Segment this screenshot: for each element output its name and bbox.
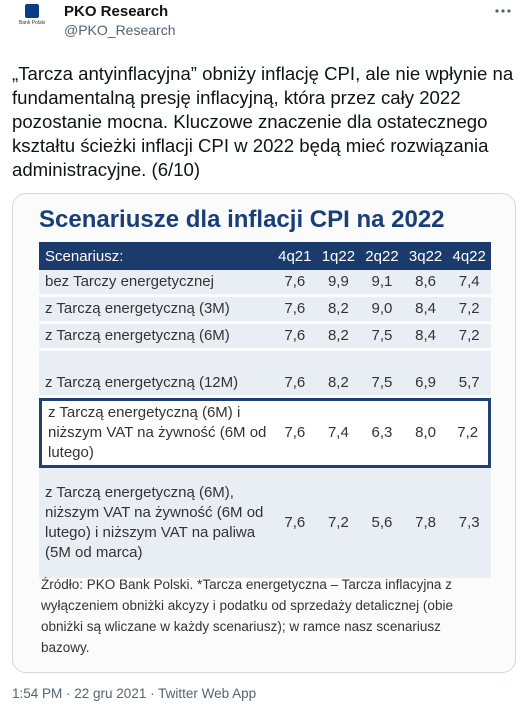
table-row: z Tarczą energetyczną (6M) 7,6 8,2 7,5 8,4 7,… — [39, 324, 491, 351]
value-cell: 6,9 — [403, 351, 448, 398]
header-cell: 4q22 — [447, 242, 491, 270]
scenario-label: bez Tarczy energetycznej — [39, 270, 273, 297]
source-note: Źródło: PKO Bank Polski. *Tarcza energet… — [41, 577, 453, 655]
scenario-label: z Tarczą energetyczną (6M) i niższym VAT… — [39, 398, 273, 468]
value-cell: 7,3 — [447, 468, 491, 581]
table-row: z Tarczą energetyczną (6M), niższym VAT … — [39, 468, 491, 581]
value-cell: 7,2 — [447, 297, 491, 324]
value-cell: 8,0 — [403, 398, 448, 468]
value-cell: 7,2 — [316, 468, 361, 581]
avatar-text: Bank Polski — [18, 20, 46, 26]
scenario-label: z Tarczą energetyczną (6M) — [39, 324, 273, 351]
scenario-label: z Tarczą energetyczną (3M) — [39, 297, 273, 324]
author-name[interactable]: PKO Research — [64, 3, 169, 20]
table-row: bez Tarczy energetycznej 7,6 9,9 9,1 8,6 7,4 — [39, 270, 491, 297]
value-cell: 7,2 — [447, 324, 491, 351]
scenario-label: z Tarczą energetyczną (6M), niższym VAT … — [39, 468, 273, 581]
avatar[interactable]: Bank Polski — [12, 0, 52, 36]
header-row: Scenariusz: 4q21 1q22 2q22 3q22 4q22 — [39, 242, 491, 270]
value-cell: 5,7 — [447, 351, 491, 398]
value-cell: 7,8 — [403, 468, 448, 581]
value-cell: 6,3 — [360, 398, 404, 468]
image-title: Scenariusze dla inflacji CPI na 2022 — [39, 206, 445, 233]
table: Scenariusz: 4q21 1q22 2q22 3q22 4q22 bez Tarcz… — [39, 242, 491, 581]
tweet-image[interactable]: Scenariusze dla inflacji CPI na 2022 Sce… — [12, 193, 516, 673]
header-cell: 1q22 — [316, 242, 361, 270]
value-cell: 7,6 — [273, 324, 317, 351]
header-cell: Scenariusz: — [39, 242, 273, 270]
value-cell: 9,0 — [360, 297, 404, 324]
scenario-label: z Tarczą energetyczną (12M) — [39, 351, 273, 398]
value-cell: 7,6 — [273, 270, 317, 297]
value-cell: 7,5 — [360, 351, 404, 398]
value-cell: 7,6 — [273, 468, 317, 581]
table-row: z Tarczą energetyczną (6M) i niższym VAT… — [39, 398, 491, 468]
logo — [25, 4, 39, 18]
value-cell: 8,2 — [316, 351, 361, 398]
value-cell: 8,2 — [316, 297, 361, 324]
table-row: z Tarczą energetyczną (3M) 7,6 8,2 9,0 8,4 7,… — [39, 297, 491, 324]
header-cell: 4q21 — [273, 242, 317, 270]
value-cell: 7,4 — [316, 398, 361, 468]
value-cell: 9,1 — [360, 270, 404, 297]
value-cell: 7,6 — [273, 297, 317, 324]
timestamp[interactable]: 1:54 PM · 22 gru 2021 · Twitter Web App — [12, 686, 257, 701]
value-cell: 8,6 — [403, 270, 448, 297]
value-cell: 8,4 — [403, 297, 448, 324]
header-cell: 2q22 — [360, 242, 404, 270]
value-cell: 7,4 — [447, 270, 491, 297]
value-cell: 7,6 — [273, 398, 317, 468]
value-cell: 5,6 — [360, 468, 404, 581]
value-cell: 8,2 — [316, 324, 361, 351]
value-cell: 9,9 — [316, 270, 361, 297]
tweet-text: „Tarcza antyinflacyjna” obniży inflację … — [12, 63, 514, 180]
author-handle[interactable]: @PKO_Research — [64, 22, 176, 38]
table-row: z Tarczą energetyczną (12M) 7,6 8,2 7,5 6,9 5… — [39, 351, 491, 398]
more-button[interactable] — [494, 2, 512, 20]
value-cell: 7,5 — [360, 324, 404, 351]
value-cell: 7,6 — [273, 351, 317, 398]
value-cell: 8,4 — [403, 324, 448, 351]
value-cell: 7,2 — [447, 398, 491, 468]
header-cell: 3q22 — [403, 242, 448, 270]
